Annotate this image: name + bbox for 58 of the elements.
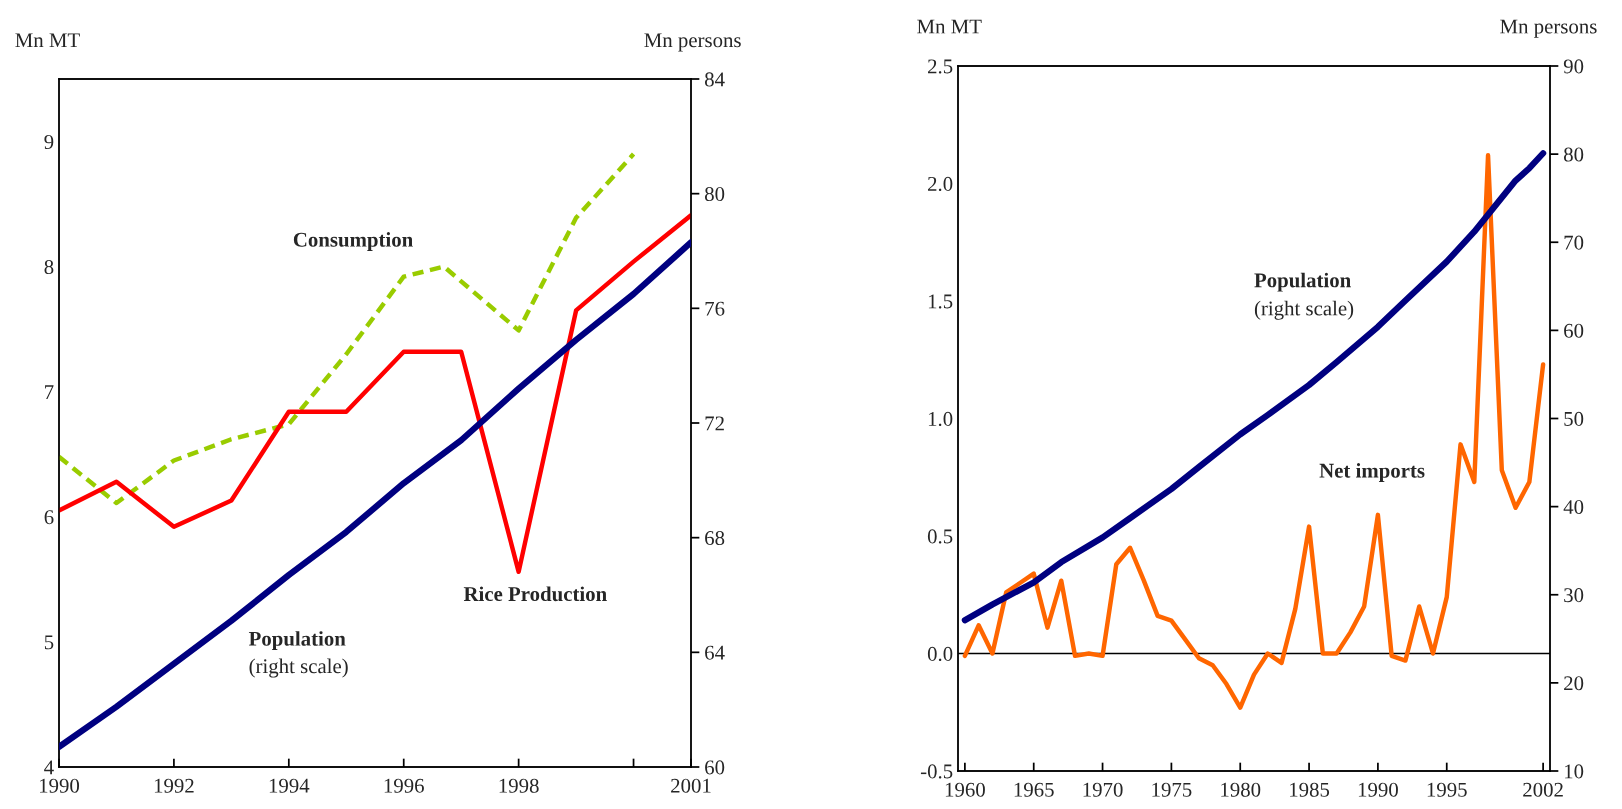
- y-tick-label: 0.5: [927, 529, 953, 544]
- y2-tick-label: 64: [705, 645, 725, 660]
- y-axis-title: Mn MT: [15, 33, 80, 48]
- x-tick-label: 2002: [1523, 782, 1563, 797]
- series-label: Net imports: [1319, 463, 1425, 482]
- line-series: [962, 153, 1546, 710]
- y2-tick-label: 84: [704, 72, 725, 87]
- y-tick-label: 2.0: [928, 176, 953, 192]
- y2-axis-title: Mn persons: [1500, 19, 1597, 38]
- annotation: (right scale): [1254, 300, 1354, 320]
- x-tick-label: 1980: [1221, 782, 1261, 797]
- y-tick-label: -0.5: [920, 764, 953, 779]
- y-tick-label: 8: [44, 260, 54, 275]
- y-tick-label: 4: [44, 760, 54, 775]
- y2-tick-label: 70: [1564, 235, 1584, 250]
- x-tick-label: 1992: [154, 778, 194, 793]
- series-label: Consumption: [293, 232, 413, 251]
- y-tick-label: 7: [45, 385, 54, 399]
- y2-tick-label: 80: [1563, 147, 1584, 162]
- y-tick-label: 9: [44, 134, 54, 149]
- x-tick-label: 1960: [945, 782, 985, 797]
- series-label: Rice Production: [463, 586, 607, 602]
- line-series: [59, 151, 636, 506]
- y2-tick-label: 60: [1564, 323, 1584, 338]
- x-tick-label: 1990: [40, 778, 80, 793]
- x-tick-label: 2001: [671, 778, 711, 793]
- y-axis-title: Mn MT: [917, 19, 982, 34]
- y2-tick-label: 80: [704, 187, 725, 202]
- series-label: Population: [248, 631, 346, 651]
- x-tick-label: 1998: [499, 778, 539, 793]
- x-tick-label: 1995: [1427, 782, 1467, 797]
- y2-tick-label: 72: [705, 416, 724, 431]
- x-tick-label: 1975: [1152, 782, 1192, 797]
- y-tick-label: 5: [44, 635, 54, 650]
- y2-tick-label: 10: [1565, 764, 1584, 779]
- y2-tick-label: 40: [1563, 500, 1584, 515]
- y2-tick-label: 76: [705, 301, 725, 316]
- x-tick-label: 1996: [384, 778, 424, 793]
- x-tick-label: 1985: [1290, 782, 1330, 797]
- y2-tick-label: 90: [1563, 59, 1584, 74]
- y2-tick-label: 68: [705, 531, 725, 546]
- x-tick-label: 1994: [269, 778, 310, 793]
- y-tick-label: 6: [44, 510, 54, 525]
- x-tick-label: 1965: [1014, 782, 1054, 797]
- y2-axis-title: Mn persons: [644, 33, 741, 52]
- line-series: [59, 213, 691, 575]
- x-tick-label: 1990: [1358, 782, 1398, 797]
- y-tick-label: 2.5: [928, 59, 953, 74]
- y2-tick-label: 30: [1564, 588, 1584, 603]
- y2-tick-label: 20: [1564, 676, 1584, 691]
- y2-tick-label: 60: [705, 760, 725, 775]
- y-tick-label: 1.5: [928, 294, 953, 309]
- annotation: (right scale): [249, 658, 348, 678]
- y-tick-label: 0.0: [927, 646, 953, 662]
- text: Population: [1254, 272, 1351, 292]
- y-tick-label: 1.0: [928, 411, 953, 427]
- x-tick-label: 1970: [1083, 782, 1123, 797]
- y2-tick-label: 50: [1564, 411, 1584, 426]
